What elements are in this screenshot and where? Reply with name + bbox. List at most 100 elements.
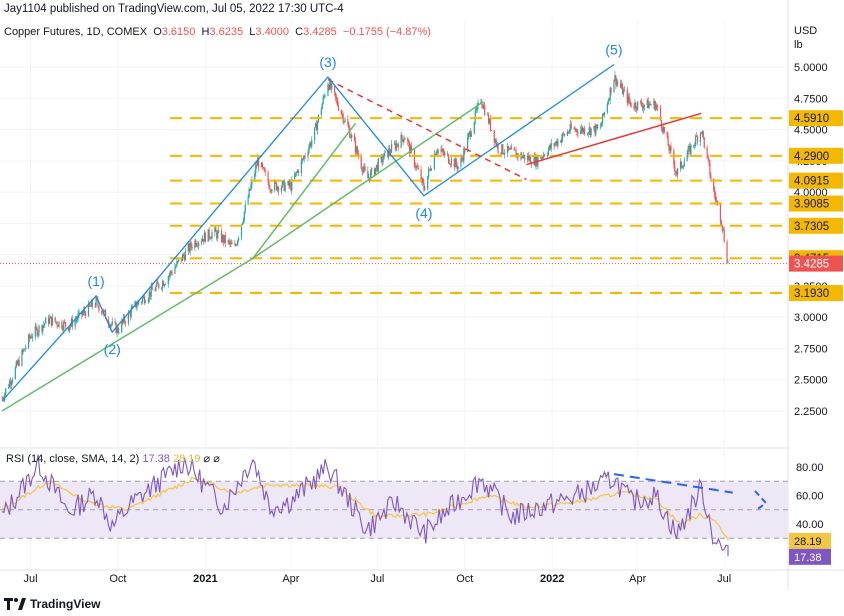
candle	[473, 121, 475, 135]
support-trendline	[252, 101, 484, 260]
rsi-legend-value: 17.38	[142, 453, 170, 465]
candle-body	[653, 100, 655, 106]
candle-body	[615, 75, 617, 86]
candle	[234, 239, 236, 246]
candle-body	[436, 151, 438, 153]
candle	[47, 314, 50, 327]
candle	[68, 327, 71, 334]
candle	[416, 162, 418, 169]
candle	[269, 184, 271, 193]
candle	[373, 167, 376, 176]
candle	[449, 163, 452, 168]
candle	[414, 162, 416, 171]
candle	[295, 170, 298, 177]
candle-body	[679, 161, 682, 169]
candle	[200, 238, 203, 246]
candle	[263, 167, 265, 172]
candle-body	[247, 197, 249, 205]
candle-body	[396, 143, 398, 145]
candle-body	[575, 129, 577, 131]
candle-body	[463, 148, 465, 161]
time-tick-label: Oct	[109, 573, 126, 585]
candle	[189, 239, 191, 256]
candle	[242, 217, 244, 225]
candle	[682, 165, 684, 170]
candle	[555, 140, 557, 146]
candle	[508, 147, 511, 150]
candle-body	[401, 134, 403, 140]
candle-body	[677, 168, 679, 175]
time-tick-label: Jul	[23, 573, 37, 585]
candle	[309, 141, 311, 150]
candle-body	[117, 326, 119, 333]
candle	[450, 156, 453, 167]
candle	[141, 300, 143, 305]
candle-body	[36, 328, 38, 336]
time-tick-label: 2022	[540, 573, 564, 585]
candle-body	[382, 159, 384, 163]
candle	[148, 287, 150, 303]
candle-body	[307, 152, 309, 157]
candle-body	[506, 145, 509, 153]
candle-body	[627, 95, 629, 103]
candle	[676, 169, 678, 177]
candle-body	[640, 101, 643, 106]
candle	[280, 185, 282, 195]
candle-body	[196, 245, 198, 247]
candle	[401, 134, 403, 142]
level-tag-box	[789, 172, 843, 189]
candle-body	[150, 286, 152, 297]
candle	[721, 224, 723, 234]
candle	[342, 112, 344, 125]
candle-body	[324, 95, 326, 97]
candle	[490, 129, 492, 131]
candle-body	[323, 95, 325, 97]
candle-body	[154, 290, 156, 291]
candle-body	[482, 105, 484, 109]
candle	[428, 166, 430, 180]
candle-body	[343, 121, 345, 123]
candle-body	[683, 161, 685, 167]
candle	[640, 98, 643, 107]
candle	[423, 179, 425, 193]
candle-body	[703, 137, 705, 148]
candle	[582, 125, 584, 135]
candle	[623, 85, 626, 92]
candle-body	[240, 224, 243, 238]
candle-body	[183, 255, 186, 261]
candle	[5, 388, 7, 396]
candle-body	[217, 232, 219, 239]
candle-body	[597, 127, 599, 129]
candle-body	[54, 317, 56, 322]
candle-body	[104, 310, 106, 312]
candle	[323, 92, 325, 100]
candle-body	[109, 324, 111, 328]
sma-legend-value: 28.19	[172, 453, 201, 465]
candle	[641, 102, 644, 112]
candle	[575, 128, 577, 133]
candle-body	[529, 156, 531, 164]
eye-icon[interactable]: ⌀	[203, 453, 211, 465]
candle-body	[314, 127, 316, 141]
candle	[224, 231, 226, 248]
candle	[615, 75, 617, 90]
candle	[417, 164, 419, 171]
candle-body	[34, 326, 36, 337]
candle-body	[78, 311, 80, 315]
rsi-legend: RSI (14, close, SMA, 14, 2) 17.38 28.19 …	[6, 452, 220, 465]
tradingview-logo[interactable]: TradingView	[4, 597, 100, 611]
candle-body	[722, 229, 724, 231]
candle-body	[435, 151, 437, 156]
settings-icon[interactable]: ⌀	[213, 453, 220, 465]
candle-body	[581, 127, 583, 131]
candle-body	[568, 131, 570, 133]
candle	[683, 157, 685, 167]
candle-body	[41, 325, 43, 332]
candle	[196, 243, 198, 247]
candle	[680, 161, 683, 170]
candle	[291, 176, 293, 195]
candle-body	[453, 158, 455, 168]
time-tick-label: Apr	[629, 573, 646, 585]
candle	[83, 306, 85, 316]
